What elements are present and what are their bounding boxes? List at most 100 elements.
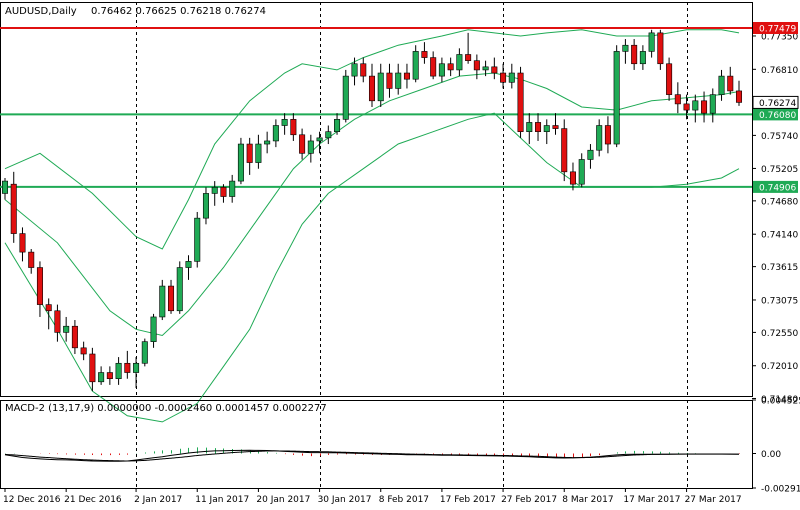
date-axis-tick-label: 27 Feb 2017 (501, 495, 557, 505)
candle (735, 80, 743, 106)
candle (631, 39, 638, 70)
date-axis-tick-label: 17 Feb 2017 (440, 495, 496, 505)
candle-body (28, 251, 35, 268)
candle (421, 42, 428, 64)
candle (430, 51, 437, 80)
price-axis-tick-label: 0.72550 (761, 329, 798, 339)
candle-body (718, 75, 725, 95)
date-axis-tick-label: 17 Mar 2017 (623, 495, 680, 505)
candle (159, 279, 166, 321)
price-axis-tick-label: 0.71480 (761, 395, 798, 405)
candle-body (395, 72, 402, 89)
candle (28, 249, 35, 274)
price-axis-tick-label: 0.75205 (761, 165, 798, 175)
candle (80, 341, 87, 361)
candle-body (613, 51, 620, 145)
candle (141, 338, 148, 367)
candle-body (351, 63, 358, 77)
candle-body (430, 57, 437, 77)
candle-body (325, 131, 332, 139)
candle (10, 171, 17, 243)
price-axis-tick-label: 0.73075 (761, 296, 798, 306)
candle (299, 128, 306, 160)
chart-ohlc-label: 0.76462 0.76625 0.76218 0.76274 (91, 6, 266, 17)
candle-body (159, 285, 166, 318)
candle (150, 313, 157, 348)
candle-body (342, 75, 349, 120)
candle-body (622, 44, 629, 52)
candle (351, 57, 358, 86)
candle-body (438, 63, 445, 77)
level-price-tag (753, 21, 798, 34)
candle (692, 94, 699, 123)
candle (316, 131, 323, 154)
chart-symbol-label: AUDUSD,Daily (5, 6, 77, 17)
candle (272, 119, 279, 148)
candle (500, 63, 507, 89)
candle (613, 45, 620, 148)
candle-body (465, 54, 472, 61)
candle-body (456, 54, 463, 71)
candle-body (290, 119, 297, 136)
candle (133, 357, 140, 388)
candle (63, 316, 70, 342)
candle (508, 63, 515, 89)
candle-body (517, 72, 524, 132)
candle (727, 66, 734, 95)
candle-body (535, 122, 542, 132)
bollinger-upper-band (4, 29, 740, 250)
macd-signal-line (4, 450, 739, 462)
candle-body (648, 32, 655, 52)
macd-axis-tick-label: 0.0045259 (761, 397, 800, 407)
candle-body (473, 60, 480, 71)
candle (395, 63, 402, 95)
candle (552, 113, 559, 135)
candle (456, 48, 463, 77)
candle (674, 82, 681, 114)
candle (168, 279, 175, 314)
candle (194, 211, 201, 268)
candle-body (220, 186, 227, 197)
candle (596, 119, 603, 157)
macd-axis-tick-label: 0.00 (761, 450, 781, 460)
macd-pane: 0.0045259 0.00 -0.0029180 (0, 397, 800, 495)
candle-body (578, 159, 585, 185)
price-axis-tick-label: 0.74140 (761, 231, 798, 241)
date-axis-tick-label: 8 Feb 2017 (379, 495, 429, 505)
candle (255, 134, 262, 169)
candle-body (604, 125, 611, 145)
candle-body (255, 143, 262, 163)
candle (666, 57, 673, 101)
candle (587, 144, 594, 169)
candle-body (692, 100, 699, 111)
candle (377, 63, 384, 107)
candle-body (246, 143, 253, 163)
candle-body (106, 372, 113, 380)
candle (718, 69, 725, 101)
candle (412, 45, 419, 83)
price-pane: 0.773500.768100.762800.757400.752050.746… (0, 2, 799, 423)
candle (578, 153, 585, 188)
candle-body (185, 261, 192, 268)
date-axis-tick-label: 27 Mar 2017 (685, 495, 742, 505)
candle (368, 63, 376, 107)
price-pane-frame (0, 2, 753, 397)
candle (438, 57, 445, 83)
candle-body (150, 316, 157, 342)
candle-body (403, 72, 410, 80)
candle-body (377, 72, 384, 102)
candle-body (176, 267, 183, 312)
candle-body (666, 63, 673, 95)
candle-body (168, 285, 175, 312)
candle (98, 366, 105, 385)
candle-body (368, 75, 376, 102)
date-axis-tick-label: 30 Jan 2017 (318, 495, 372, 505)
candle-body (631, 44, 638, 65)
macd-label: MACD-2 (13,17,9) 0.0000000 -0.0002460 0.… (5, 403, 327, 414)
candle-body (63, 325, 70, 333)
candle-body (54, 310, 61, 333)
candle (604, 116, 611, 154)
price-axis-tick-label: 0.75740 (761, 132, 798, 142)
candle-body (98, 372, 105, 383)
date-axis-tick-label: 20 Jan 2017 (256, 495, 310, 505)
